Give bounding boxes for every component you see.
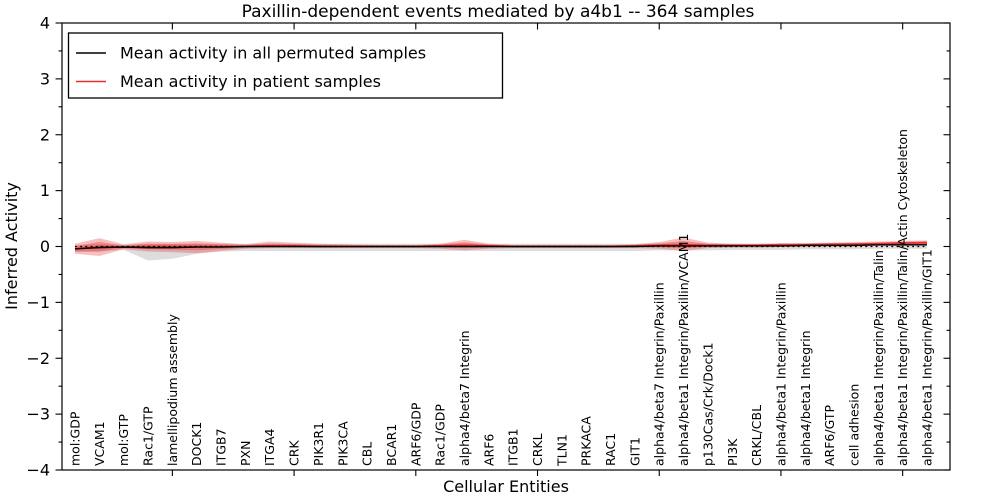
x-category-label: p130Cas/Crk/Dock1 [700, 342, 715, 466]
x-category-label: DOCK1 [189, 422, 204, 466]
x-category-label: CRK [287, 440, 302, 466]
chart-title: Paxillin-dependent events mediated by a4… [242, 2, 755, 22]
y-tick-label: 1 [40, 181, 50, 200]
x-category-label: ARF6/GDP [408, 402, 423, 466]
y-tick-label: −1 [26, 293, 50, 312]
x-category-label: cell adhesion [846, 384, 861, 466]
x-category-label: PI3K [725, 438, 740, 466]
x-category-label: mol:GDP [68, 411, 83, 466]
x-category-label: PIK3R1 [311, 422, 326, 466]
x-category-label: ITGB1 [506, 428, 521, 466]
y-tick-label: 2 [40, 125, 50, 144]
x-category-label: CRKL/CBL [749, 405, 764, 466]
y-tick-label: 3 [40, 69, 50, 88]
legend: Mean activity in all permuted samples Me… [67, 32, 504, 99]
y-tick-label: −4 [26, 461, 50, 480]
x-category-label: alpha4/beta1 Integrin [798, 330, 813, 466]
x-category-label: BCAR1 [384, 424, 399, 466]
y-tick-labels: −4 −3 −2 −1 0 1 2 3 4 [26, 14, 50, 480]
y-tick-label: 0 [40, 237, 50, 256]
legend-box [67, 32, 504, 99]
x-category-label: lamellipodium assembly [165, 314, 180, 466]
x-category-label: alpha4/beta1 Integrin/Paxillin [773, 282, 788, 466]
y-tick-label: −2 [26, 349, 50, 368]
x-axis-label: Cellular Entities [443, 477, 569, 496]
y-tick-label: −3 [26, 405, 50, 424]
x-category-label: Rac1/GTP [141, 406, 156, 466]
permuted-band [75, 243, 927, 261]
legend-label-permuted: Mean activity in all permuted samples [120, 44, 426, 63]
plot-frame [61, 22, 951, 471]
x-category-label: CRKL [530, 433, 545, 466]
y-axis-label: Inferred Activity [2, 182, 21, 310]
x-category-label: alpha4/beta1 Integrin/Paxillin/GIT1 [920, 249, 935, 466]
x-category-label: alpha4/beta1 Integrin/Paxillin/Talin [871, 250, 886, 466]
x-category-label: alpha4/beta7 Integrin/Paxillin [652, 282, 667, 466]
x-category-label: alpha4/beta7 Integrin [457, 330, 472, 466]
line-layer [74, 241, 928, 251]
x-category-labels: mol:GDP VCAM1 mol:GTP Rac1/GTP lamellipodium… [68, 129, 935, 467]
x-category-label: PXN [238, 441, 253, 466]
x-category-label: mol:GTP [116, 414, 131, 466]
x-category-label: TLN1 [554, 434, 569, 467]
x-category-label: RAC1 [603, 433, 618, 466]
x-category-label: ITGA4 [262, 428, 277, 466]
x-category-label: PIK3CA [335, 421, 350, 466]
x-category-label: Rac1/GDP [433, 404, 448, 466]
y-tick-label: 4 [40, 14, 50, 33]
x-category-label: ARF6 [481, 434, 496, 466]
x-category-label: VCAM1 [92, 421, 107, 466]
x-category-label: alpha4/beta1 Integrin/Paxillin/Talin/Act… [895, 129, 910, 466]
legend-label-patient: Mean activity in patient samples [120, 72, 381, 91]
x-category-label: PRKACA [579, 416, 594, 466]
x-category-label: GIT1 [627, 437, 642, 466]
x-category-label: alpha4/beta1 Integrin/Paxillin/VCAM1 [676, 234, 691, 466]
x-category-label: CBL [360, 442, 375, 466]
x-category-label: ARF6/GTP [822, 405, 837, 466]
x-category-label: ITGB7 [214, 428, 229, 466]
